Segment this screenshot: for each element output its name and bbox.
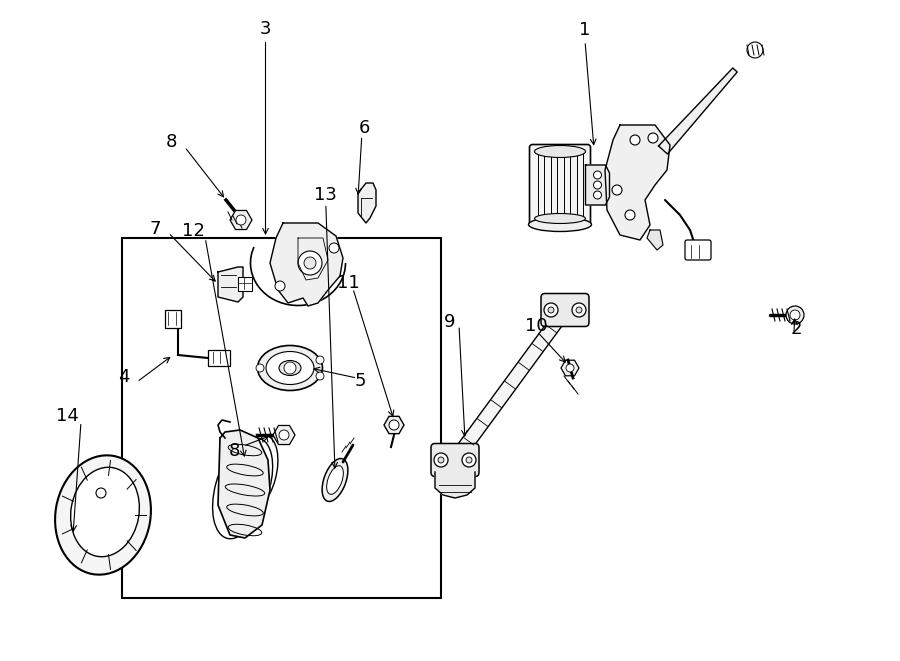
Circle shape <box>544 303 558 317</box>
Circle shape <box>279 430 289 440</box>
Circle shape <box>593 171 601 179</box>
Ellipse shape <box>528 217 591 231</box>
Circle shape <box>572 303 586 317</box>
Text: 1: 1 <box>580 20 590 39</box>
Circle shape <box>566 364 574 372</box>
Polygon shape <box>358 183 376 223</box>
Circle shape <box>786 306 804 324</box>
Text: 13: 13 <box>314 186 338 204</box>
Circle shape <box>593 191 601 199</box>
Text: 8: 8 <box>166 133 176 151</box>
Text: 2: 2 <box>791 319 802 338</box>
Polygon shape <box>449 306 571 464</box>
Circle shape <box>284 362 296 374</box>
Circle shape <box>236 215 246 225</box>
Circle shape <box>462 453 476 467</box>
Polygon shape <box>218 430 270 538</box>
Text: 14: 14 <box>56 407 79 426</box>
Polygon shape <box>586 165 609 205</box>
Circle shape <box>747 42 763 58</box>
Ellipse shape <box>327 466 343 494</box>
Circle shape <box>298 251 322 275</box>
Text: 3: 3 <box>260 20 271 38</box>
Ellipse shape <box>535 214 586 223</box>
Polygon shape <box>605 125 670 240</box>
Text: 5: 5 <box>355 372 365 391</box>
Polygon shape <box>659 68 737 154</box>
Bar <box>165 310 181 328</box>
Bar <box>208 350 230 366</box>
Text: 9: 9 <box>445 313 455 331</box>
Bar <box>122 238 441 598</box>
Circle shape <box>275 281 285 291</box>
Circle shape <box>96 488 106 498</box>
Ellipse shape <box>257 346 322 391</box>
Polygon shape <box>435 472 475 498</box>
Circle shape <box>304 257 316 269</box>
Circle shape <box>576 307 582 313</box>
Circle shape <box>316 372 324 380</box>
Circle shape <box>612 185 622 195</box>
Text: 4: 4 <box>119 368 130 386</box>
Circle shape <box>625 210 635 220</box>
Circle shape <box>630 135 640 145</box>
Polygon shape <box>218 267 243 302</box>
Ellipse shape <box>70 467 140 557</box>
Circle shape <box>466 457 472 463</box>
Ellipse shape <box>535 145 586 157</box>
Ellipse shape <box>322 459 348 502</box>
Circle shape <box>329 243 339 253</box>
Text: 11: 11 <box>337 274 360 292</box>
Bar <box>238 277 252 291</box>
Ellipse shape <box>55 455 151 574</box>
Circle shape <box>438 457 444 463</box>
Circle shape <box>548 307 554 313</box>
FancyBboxPatch shape <box>541 293 589 327</box>
FancyBboxPatch shape <box>431 444 479 477</box>
Polygon shape <box>647 230 663 250</box>
Circle shape <box>316 356 324 364</box>
Ellipse shape <box>279 360 301 375</box>
Circle shape <box>256 364 264 372</box>
Circle shape <box>593 181 601 189</box>
Circle shape <box>648 133 658 143</box>
FancyBboxPatch shape <box>685 240 711 260</box>
Text: 6: 6 <box>359 118 370 137</box>
Text: 8: 8 <box>229 442 239 461</box>
Polygon shape <box>270 223 343 306</box>
Circle shape <box>389 420 399 430</box>
FancyBboxPatch shape <box>529 145 590 225</box>
Ellipse shape <box>266 352 314 385</box>
Text: 7: 7 <box>149 220 160 239</box>
Circle shape <box>790 310 800 320</box>
Circle shape <box>434 453 448 467</box>
Text: 12: 12 <box>182 222 205 241</box>
Text: 10: 10 <box>525 317 548 335</box>
